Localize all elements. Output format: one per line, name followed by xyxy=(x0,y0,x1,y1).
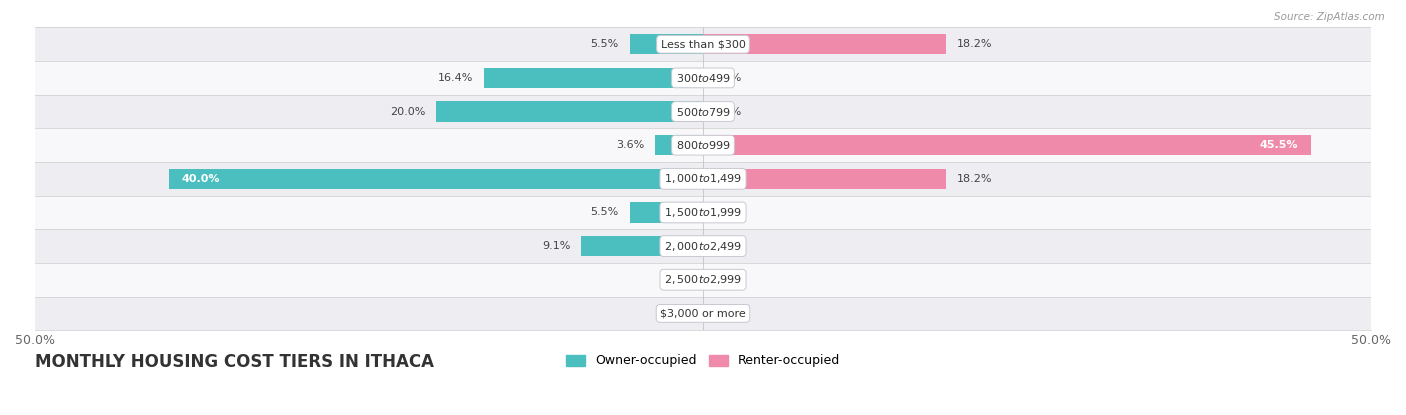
Bar xyxy=(169,169,703,189)
Bar xyxy=(35,162,1371,195)
Text: $800 to $999: $800 to $999 xyxy=(675,139,731,151)
Text: 5.5%: 5.5% xyxy=(591,208,619,217)
Text: 0.0%: 0.0% xyxy=(714,308,742,318)
Text: 0.0%: 0.0% xyxy=(714,241,742,251)
Bar xyxy=(655,135,703,155)
Bar xyxy=(35,229,1371,263)
Text: Less than $300: Less than $300 xyxy=(661,39,745,49)
Bar xyxy=(630,203,703,222)
Bar xyxy=(35,297,1371,330)
Text: 3.6%: 3.6% xyxy=(616,140,644,150)
Text: 40.0%: 40.0% xyxy=(181,174,221,184)
Legend: Owner-occupied, Renter-occupied: Owner-occupied, Renter-occupied xyxy=(561,349,845,372)
Bar xyxy=(703,135,1310,155)
Text: 45.5%: 45.5% xyxy=(1258,140,1298,150)
Text: $300 to $499: $300 to $499 xyxy=(675,72,731,84)
Text: 0.0%: 0.0% xyxy=(664,308,692,318)
Bar xyxy=(436,101,703,122)
Text: MONTHLY HOUSING COST TIERS IN ITHACA: MONTHLY HOUSING COST TIERS IN ITHACA xyxy=(35,353,434,371)
Bar xyxy=(484,68,703,88)
Text: 0.0%: 0.0% xyxy=(714,208,742,217)
Text: Source: ZipAtlas.com: Source: ZipAtlas.com xyxy=(1274,12,1385,22)
Text: 0.0%: 0.0% xyxy=(714,275,742,285)
Bar xyxy=(35,263,1371,297)
Text: 0.0%: 0.0% xyxy=(664,275,692,285)
Bar xyxy=(35,61,1371,95)
Text: $3,000 or more: $3,000 or more xyxy=(661,308,745,318)
Text: 18.2%: 18.2% xyxy=(957,39,993,49)
Bar xyxy=(582,236,703,256)
Text: 0.0%: 0.0% xyxy=(714,73,742,83)
Text: $500 to $799: $500 to $799 xyxy=(675,105,731,117)
Bar xyxy=(35,27,1371,61)
Text: 0.0%: 0.0% xyxy=(714,107,742,117)
Text: $1,500 to $1,999: $1,500 to $1,999 xyxy=(664,206,742,219)
Text: 18.2%: 18.2% xyxy=(957,174,993,184)
Bar xyxy=(703,169,946,189)
Bar xyxy=(35,95,1371,128)
Text: 5.5%: 5.5% xyxy=(591,39,619,49)
Text: 9.1%: 9.1% xyxy=(543,241,571,251)
Text: $2,000 to $2,499: $2,000 to $2,499 xyxy=(664,239,742,253)
Bar xyxy=(35,128,1371,162)
Bar xyxy=(630,34,703,54)
Text: $2,500 to $2,999: $2,500 to $2,999 xyxy=(664,273,742,286)
Bar xyxy=(703,34,946,54)
Text: 16.4%: 16.4% xyxy=(437,73,474,83)
Text: 20.0%: 20.0% xyxy=(389,107,425,117)
Text: $1,000 to $1,499: $1,000 to $1,499 xyxy=(664,172,742,186)
Bar xyxy=(35,195,1371,229)
